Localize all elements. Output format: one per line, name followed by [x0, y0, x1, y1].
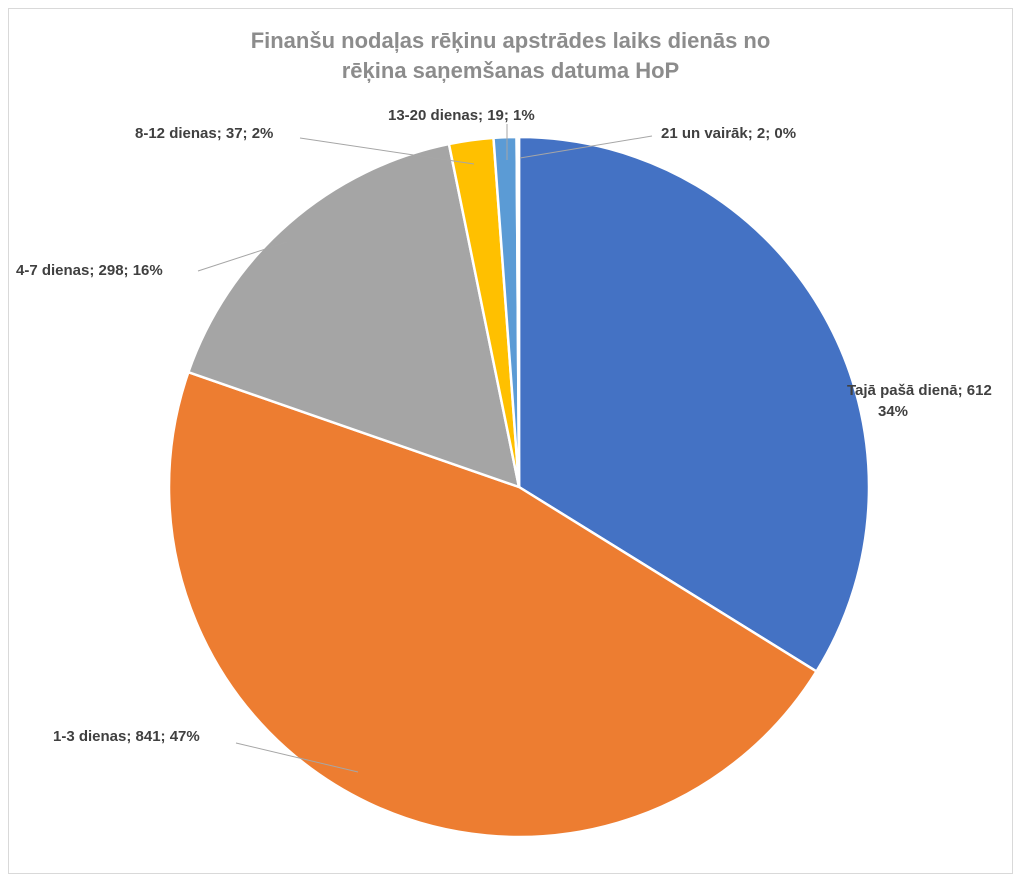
- data-label-5: 21 un vairāk; 2; 0%: [661, 125, 796, 142]
- leader-line-2: [197, 241, 288, 272]
- data-label-2: 4-7 dienas; 298; 16%: [16, 262, 163, 279]
- leader-line-3: [299, 137, 475, 165]
- pie-slice-5: [515, 135, 521, 488]
- leader-line-5: [519, 135, 653, 159]
- data-label-4: 13-20 dienas; 19; 1%: [388, 107, 535, 124]
- chart-title-line-2: rēķina saņemšanas datuma HoP: [341, 58, 680, 83]
- chart-title: Finanšu nodaļas rēķinu apstrādes laiks d…: [0, 26, 1021, 86]
- data-label-1: 1-3 dienas; 841; 47%: [53, 728, 200, 745]
- pie-slice-1: [167, 370, 819, 839]
- chart-title-line-1: Finanšu nodaļas rēķinu apstrādes laiks d…: [250, 28, 771, 53]
- leader-line-1: [235, 742, 359, 773]
- data-label-0-line-1: 34%: [878, 403, 908, 420]
- data-label-3: 8-12 dienas; 37; 2%: [135, 125, 273, 142]
- pie-slice-0: [517, 135, 871, 674]
- data-label-0-line-0: Tajā pašā dienā; 612: [847, 382, 992, 399]
